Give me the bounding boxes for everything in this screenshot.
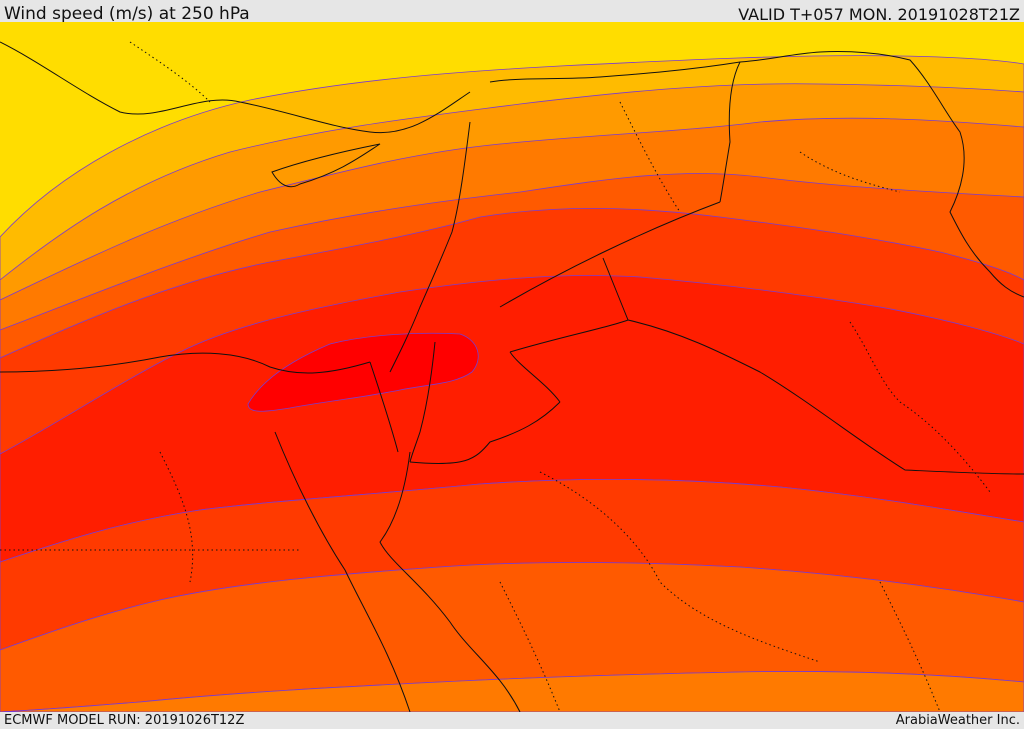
province-line [879,581,941,712]
map-header: Wind speed (m/s) at 250 hPa VALID T+057 … [0,0,1024,24]
province-boundaries [0,41,991,712]
gulf-of-aqaba [379,451,521,712]
sinai-red-sea [274,431,411,712]
country-borders [0,41,1024,712]
cyprus-coast [271,143,381,188]
saudi-jordan-border [409,257,629,465]
valid-time: VALID T+057 MON. 20191028T21Z [738,5,1020,24]
brand-credit: ArabiaWeather Inc. [895,713,1020,728]
syria-border [489,51,1024,298]
province-line [849,321,991,493]
israel-jordan-border [369,341,436,463]
map-canvas [0,41,1024,712]
wind-speed-bands [0,55,1024,712]
band-4-south [0,671,1024,712]
coastline-north [0,41,471,134]
province-line [619,101,681,213]
province-line [129,41,211,103]
map-footer: ECMWF MODEL RUN: 20191026T12Z ArabiaWeat… [0,712,1024,729]
province-line [159,451,194,583]
iraq-border [499,201,1024,475]
province-line [799,151,901,193]
egypt-coast [0,352,371,374]
province-line [499,581,561,712]
wind-speed-map [0,22,1024,712]
syria-iraq-border [719,61,741,203]
map-title: Wind speed (m/s) at 250 hPa [4,4,250,24]
band-8 [247,332,479,412]
model-run: ECMWF MODEL RUN: 20191026T12Z [4,713,245,728]
levant-coast [389,121,471,373]
